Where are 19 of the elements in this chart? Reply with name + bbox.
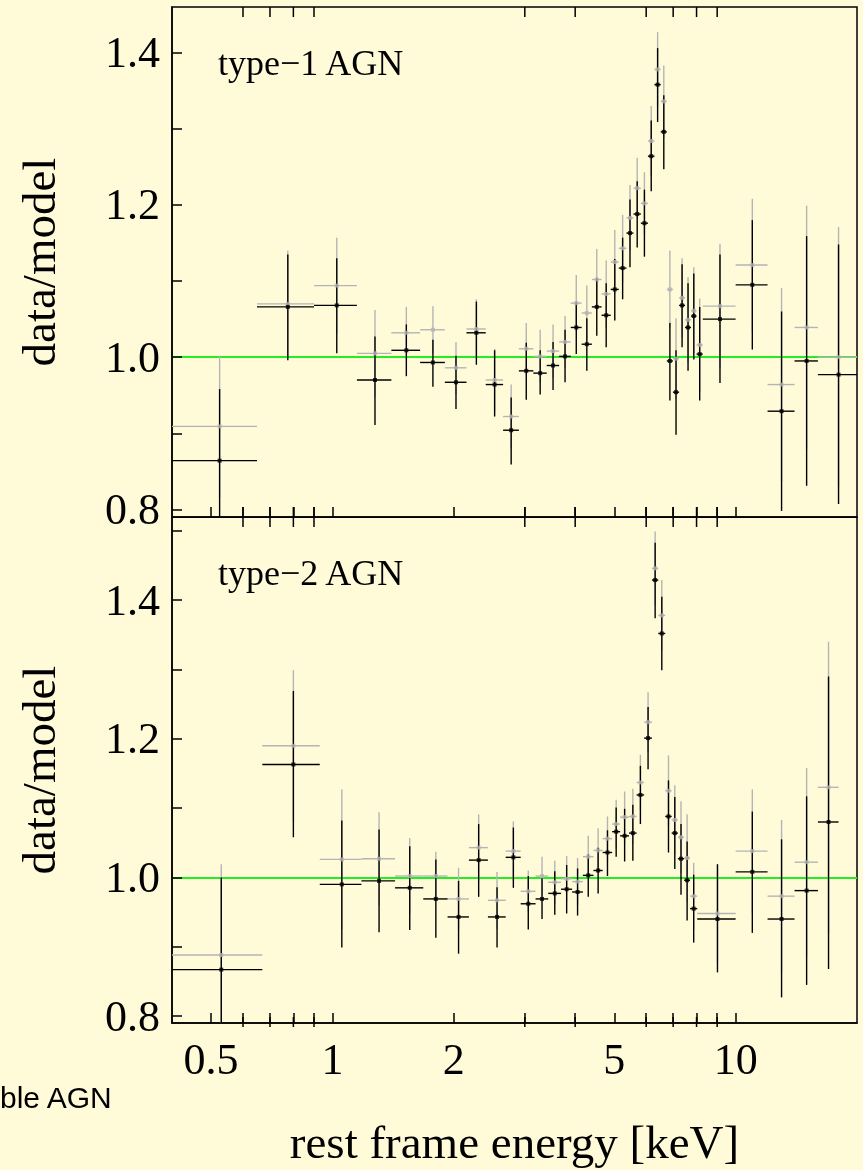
y-tick-label: 1.4 <box>105 28 160 78</box>
y-tick-label: 0.8 <box>105 484 160 534</box>
y-tick-label: 1.4 <box>105 575 160 625</box>
y-tick-label: 1.2 <box>105 180 160 230</box>
y-tick-label: 1.0 <box>105 332 160 382</box>
x-axis-title: rest frame energy [keV] <box>289 1115 740 1168</box>
y-axis-title: data/model <box>12 157 65 367</box>
x-tick-label: 10 <box>713 1034 758 1084</box>
x-tick-label: 0.5 <box>183 1034 239 1084</box>
x-tick-label: 5 <box>603 1034 626 1084</box>
text: ble AGN <box>0 1080 112 1114</box>
y-tick-label: 1.2 <box>105 714 160 764</box>
x-tick-label: 1 <box>321 1034 344 1084</box>
y-tick-label: 0.8 <box>105 991 160 1041</box>
x-tick-label: 2 <box>442 1034 465 1084</box>
annotation: type−2 AGN <box>218 553 404 593</box>
y-tick-label: 1.0 <box>105 852 160 902</box>
y-axis-title: data/model <box>12 665 65 875</box>
annotation: type−1 AGN <box>218 43 404 83</box>
